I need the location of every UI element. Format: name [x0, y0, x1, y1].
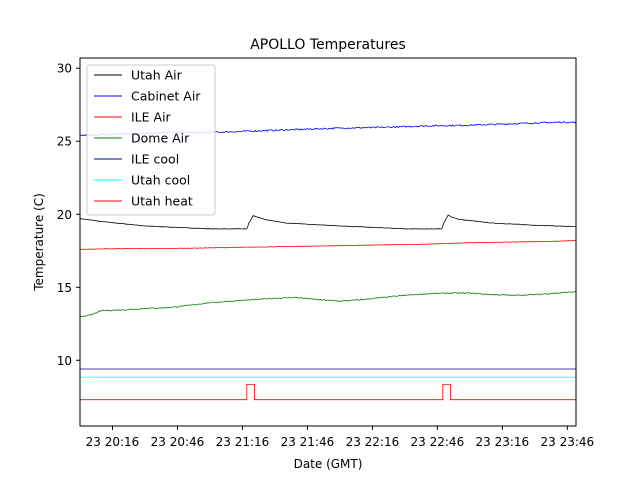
legend-label-cabinet-air: Cabinet Air [131, 89, 201, 104]
x-tick-label: 23 21:46 [281, 435, 335, 449]
y-axis-label: Temperature (C) [32, 193, 46, 292]
legend-label-utah-heat: Utah heat [131, 194, 193, 209]
x-tick-label: 23 21:16 [216, 435, 270, 449]
legend: Utah Air Cabinet Air ILE Air Dome Air ILE co… [86, 64, 216, 216]
x-tick-label: 23 20:16 [86, 435, 140, 449]
legend-label-dome-air: Dome Air [131, 131, 190, 146]
x-tick-label: 23 20:46 [151, 435, 205, 449]
y-ticks: 10 15 20 25 30 [57, 62, 80, 368]
y-tick-label: 25 [57, 135, 72, 149]
x-tick-label: 23 23:16 [476, 435, 530, 449]
legend-box [86, 64, 216, 216]
legend-label-ile-cool: ILE cool [131, 152, 179, 167]
x-axis-label: Date (GMT) [294, 457, 363, 471]
legend-label-ile-air: ILE Air [131, 110, 172, 125]
series-ile-air [79, 239, 576, 250]
legend-label-utah-cool: Utah cool [131, 173, 190, 188]
x-ticks: 23 20:16 23 20:46 23 21:16 23 21:46 23 22:16… [86, 426, 595, 449]
x-tick-label: 23 22:16 [346, 435, 400, 449]
y-tick-label: 15 [57, 281, 72, 295]
x-tick-label: 23 22:46 [411, 435, 465, 449]
y-tick-label: 30 [57, 62, 72, 76]
series-utah-air [79, 214, 577, 230]
y-tick-label: 20 [57, 208, 72, 222]
legend-label-utah-air: Utah Air [131, 68, 183, 83]
x-tick-label: 23 23:46 [541, 435, 595, 449]
chart-title: APOLLO Temperatures [250, 37, 406, 53]
series-utah-heat [80, 383, 576, 401]
y-tick-label: 10 [57, 354, 72, 368]
plot-frame [79, 57, 577, 427]
series-dome-air [79, 290, 577, 317]
